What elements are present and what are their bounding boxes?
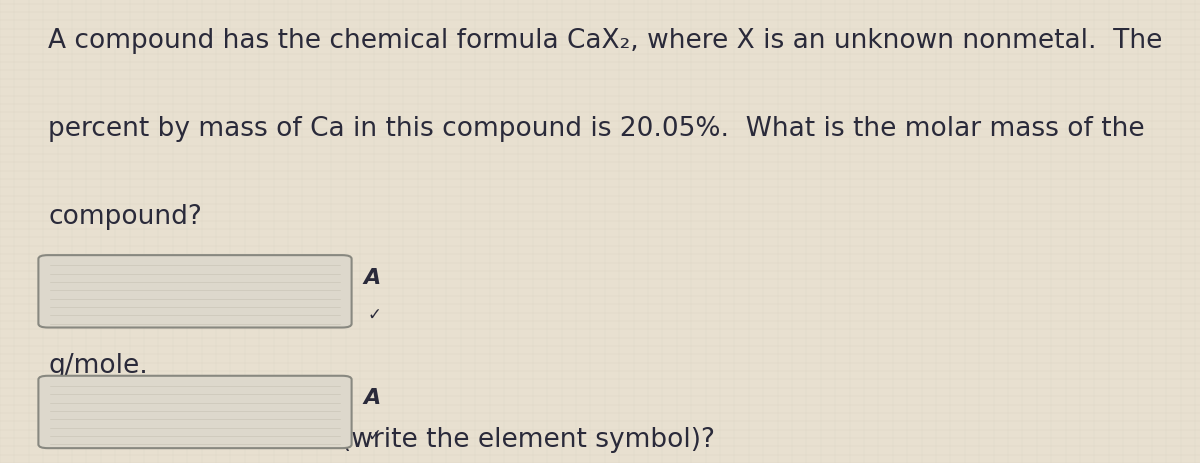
Text: A: A: [364, 388, 380, 407]
Text: percent by mass of Ca in this compound is 20.05%.  What is the molar mass of the: percent by mass of Ca in this compound i…: [48, 116, 1145, 142]
Text: g/mole.: g/mole.: [48, 352, 148, 378]
FancyBboxPatch shape: [38, 376, 352, 448]
Text: compound?: compound?: [48, 204, 202, 230]
Text: A: A: [364, 267, 380, 287]
Text: What is the nonmetal (write the element symbol)?: What is the nonmetal (write the element …: [48, 426, 715, 452]
Text: ✓: ✓: [367, 426, 382, 444]
Text: ✓: ✓: [367, 306, 382, 324]
Text: A compound has the chemical formula CaX₂, where X is an unknown nonmetal.  The: A compound has the chemical formula CaX₂…: [48, 28, 1163, 54]
FancyBboxPatch shape: [38, 256, 352, 328]
